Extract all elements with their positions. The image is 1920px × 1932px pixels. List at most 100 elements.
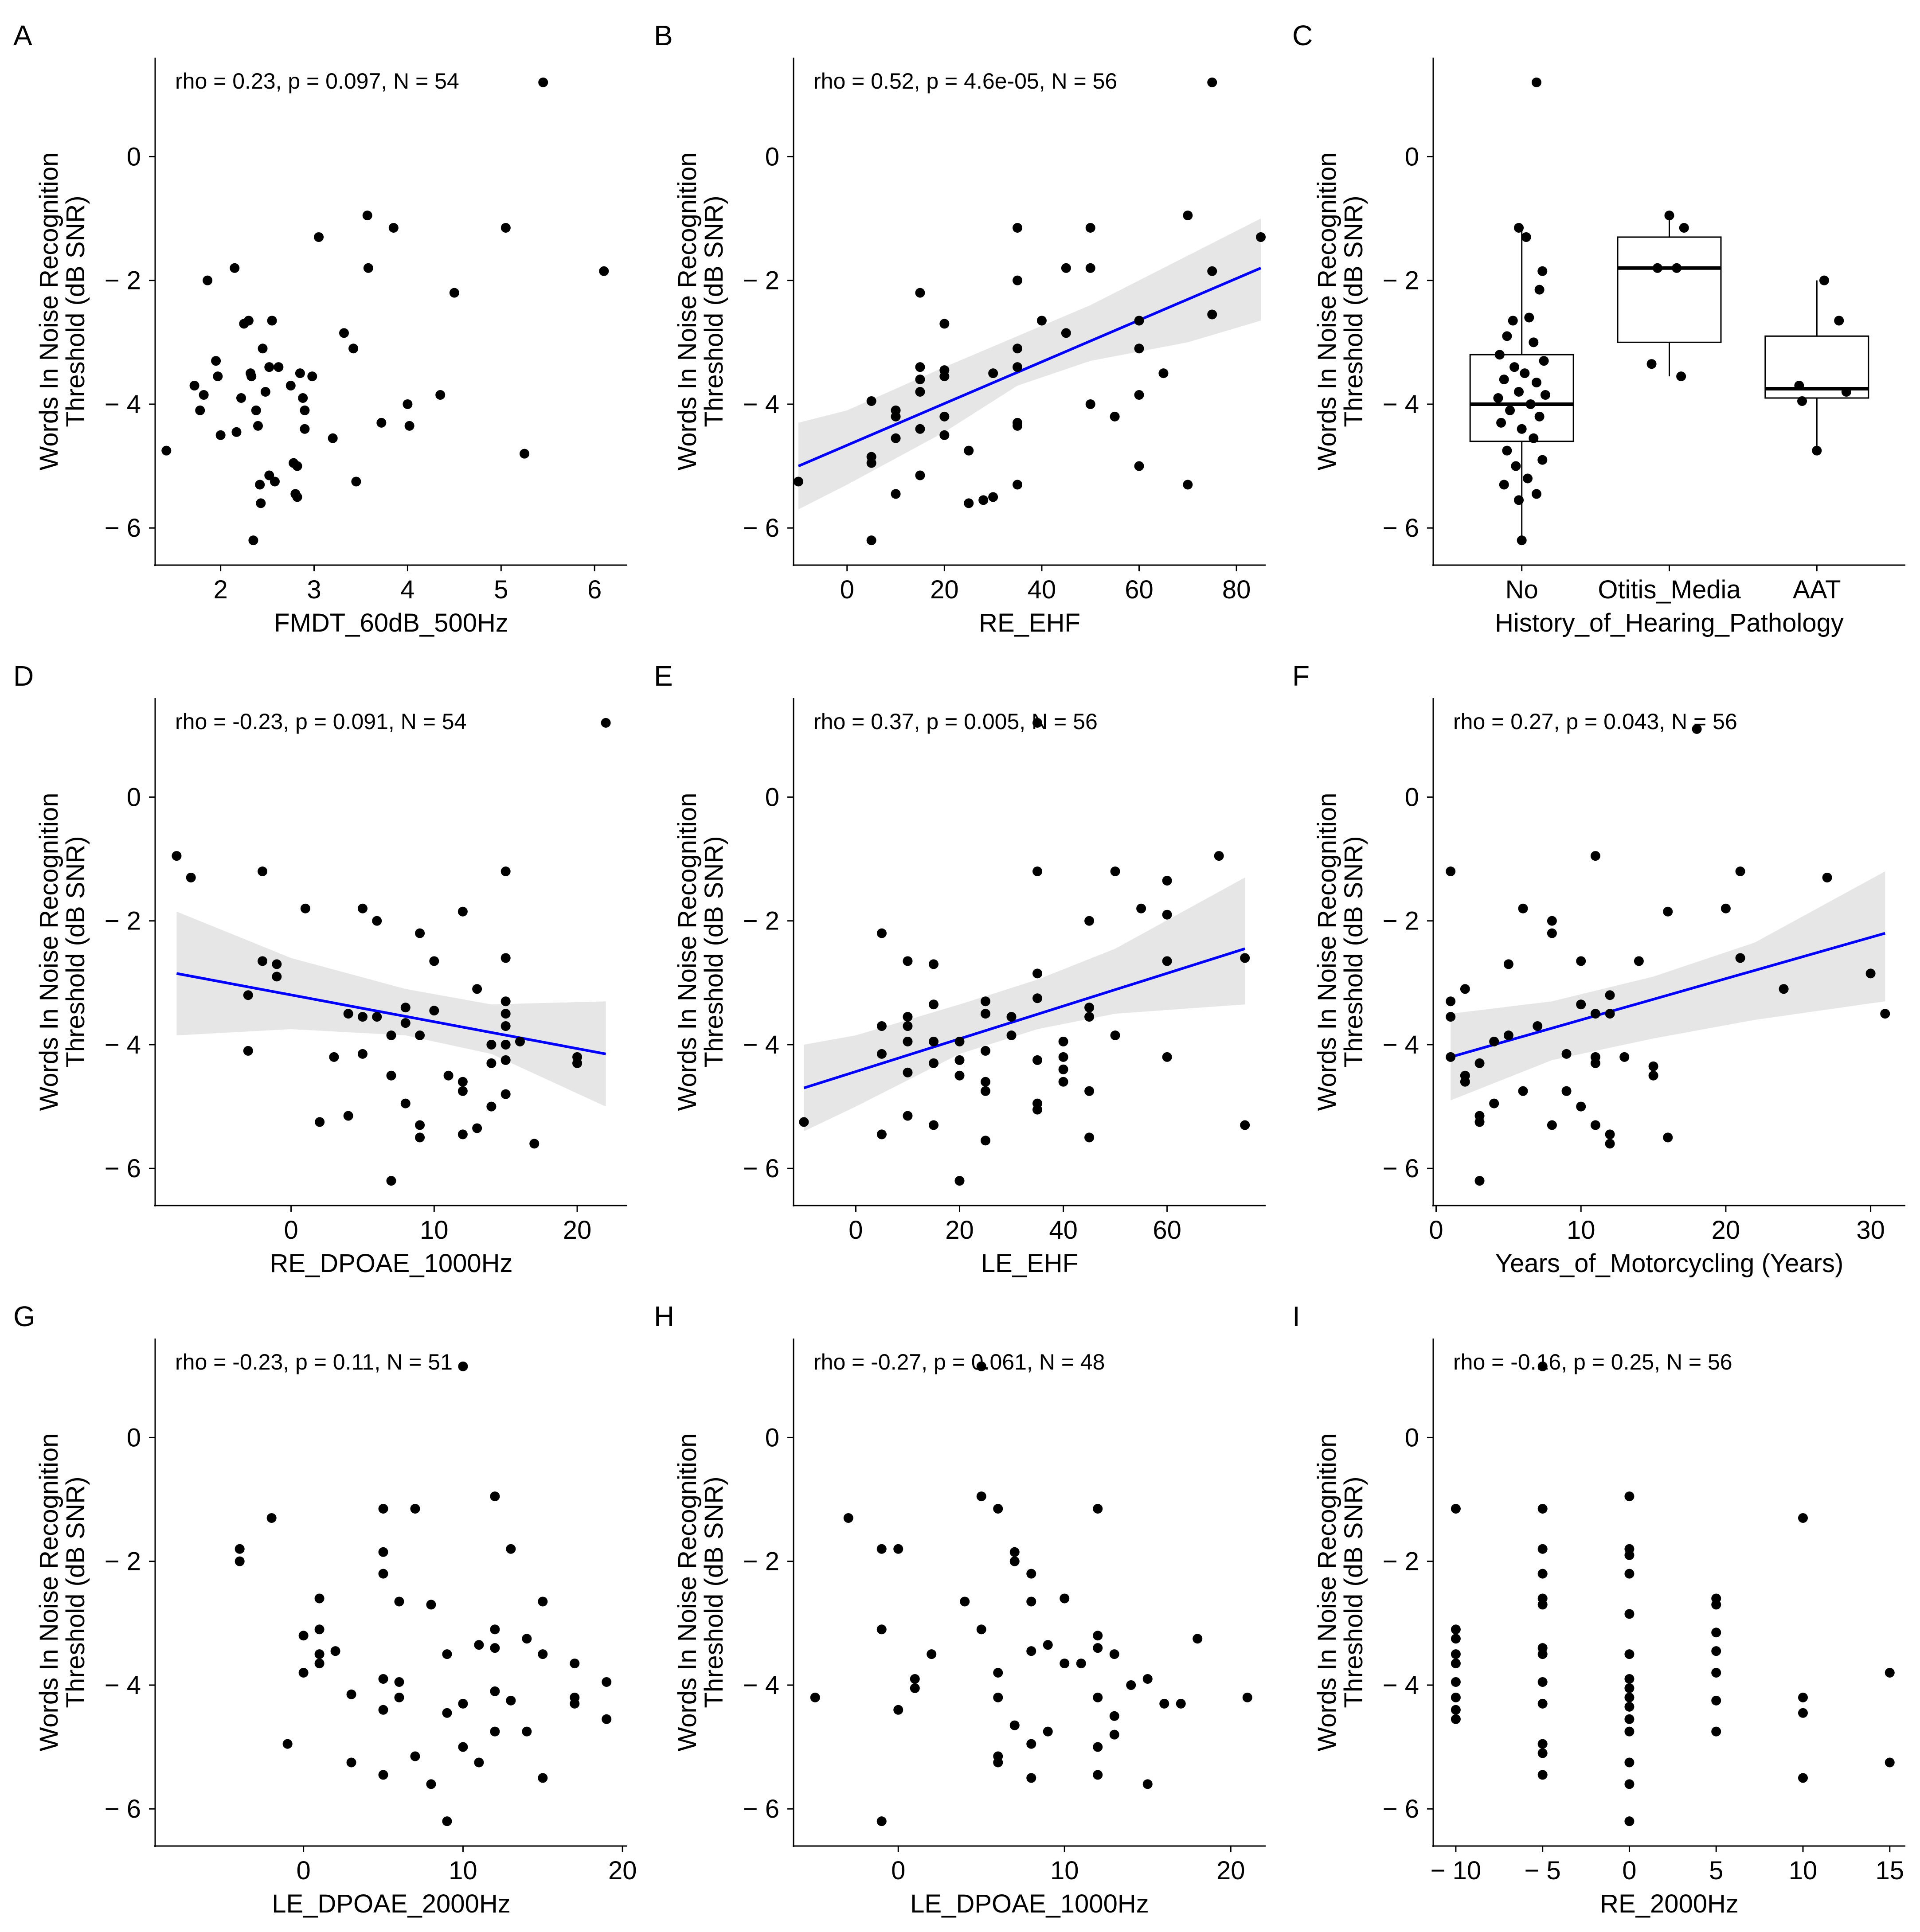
data-point bbox=[1534, 285, 1545, 295]
data-point bbox=[1158, 368, 1169, 379]
x-tick-label: 0 bbox=[891, 1856, 905, 1885]
data-point bbox=[915, 470, 925, 480]
data-point bbox=[1537, 1649, 1548, 1659]
data-point bbox=[1624, 1816, 1635, 1827]
x-tick-label: 20 bbox=[945, 1216, 974, 1245]
panel-f: F 0 − 2 − 4 − 6 0 10 20 30 Years_of_Motorcycling … bbox=[1292, 660, 1905, 1278]
data-point bbox=[415, 1120, 425, 1130]
data-point bbox=[1474, 1058, 1485, 1068]
data-point bbox=[1561, 1086, 1572, 1096]
data-point bbox=[490, 1624, 500, 1635]
data-point bbox=[474, 1640, 484, 1650]
data-point bbox=[1624, 1609, 1635, 1619]
data-point bbox=[993, 1503, 1003, 1514]
data-point bbox=[538, 1596, 548, 1607]
data-point bbox=[1006, 1030, 1017, 1041]
data-point bbox=[1624, 1649, 1635, 1659]
data-point bbox=[1531, 77, 1541, 87]
data-point bbox=[964, 445, 974, 456]
data-point bbox=[260, 387, 270, 397]
data-point bbox=[1624, 1726, 1635, 1737]
data-point bbox=[1043, 1726, 1053, 1737]
data-point bbox=[292, 492, 302, 502]
data-point bbox=[1451, 1692, 1461, 1702]
data-point bbox=[538, 1649, 548, 1659]
data-point bbox=[1540, 390, 1550, 400]
y-tick-label: − 6 bbox=[105, 514, 141, 543]
data-point bbox=[978, 495, 989, 505]
data-point bbox=[1885, 1668, 1895, 1678]
data-point bbox=[1496, 418, 1506, 428]
data-point bbox=[954, 1176, 965, 1186]
x-tick-label: 5 bbox=[1709, 1856, 1723, 1885]
panel-i: I 0 − 2 − 4 − 6 − 10 − 5 0 5 10 15 RE_2000Hz Words I… bbox=[1292, 1300, 1905, 1918]
panel-letter: B bbox=[654, 20, 673, 51]
data-point bbox=[362, 211, 372, 221]
box-no bbox=[1469, 230, 1574, 541]
data-point bbox=[501, 1021, 511, 1031]
data-point bbox=[1109, 1649, 1119, 1659]
data-point bbox=[1624, 1702, 1635, 1712]
data-point bbox=[1061, 328, 1071, 338]
data-point bbox=[314, 1649, 325, 1659]
y-tick-label: 0 bbox=[765, 142, 779, 171]
data-point bbox=[243, 990, 253, 1000]
y-tick-label: − 6 bbox=[743, 1795, 779, 1823]
regression-line bbox=[176, 972, 606, 1055]
data-point bbox=[903, 1111, 913, 1121]
y-tick-label: − 4 bbox=[743, 1671, 779, 1700]
data-point bbox=[866, 396, 876, 406]
data-point bbox=[435, 390, 446, 400]
data-point bbox=[172, 851, 182, 861]
data-point bbox=[1451, 1649, 1461, 1659]
data-point bbox=[1561, 1049, 1572, 1059]
data-point bbox=[976, 1361, 986, 1371]
data-point bbox=[315, 1117, 325, 1127]
data-point bbox=[602, 1714, 612, 1724]
data-point bbox=[378, 1770, 388, 1780]
data-point bbox=[243, 1046, 253, 1056]
data-point bbox=[400, 1018, 411, 1028]
x-tick-label: 30 bbox=[1856, 1216, 1885, 1245]
data-point bbox=[1058, 1077, 1068, 1087]
data-point bbox=[1537, 1748, 1548, 1758]
data-point bbox=[1798, 1708, 1808, 1718]
x-axis-title: FMDT_60dB_500Hz bbox=[274, 609, 508, 637]
data-point bbox=[394, 1677, 404, 1687]
data-point bbox=[215, 430, 226, 440]
data-point bbox=[1812, 445, 1822, 456]
data-point bbox=[1162, 909, 1172, 920]
data-point bbox=[1446, 996, 1456, 1007]
data-point bbox=[876, 1129, 887, 1140]
data-point bbox=[351, 476, 361, 487]
data-point bbox=[866, 458, 876, 468]
data-point bbox=[891, 411, 901, 422]
data-point bbox=[1711, 1695, 1721, 1706]
data-point bbox=[1043, 1640, 1053, 1650]
data-point bbox=[1605, 1009, 1615, 1019]
data-point bbox=[903, 1012, 913, 1022]
y-axis-title-line-1: Words In Noise Recognition bbox=[1313, 793, 1341, 1111]
y-axis-title-line-2: Threshold (dB SNR) bbox=[700, 195, 728, 427]
panel-a: A 0 − 2 − 4 − 6 2 3 4 5 6 FMDT_60dB_500Hz Words In … bbox=[13, 20, 627, 637]
data-point bbox=[161, 445, 172, 456]
data-point bbox=[307, 371, 317, 382]
y-axis-title-line-1: Words In Noise Recognition bbox=[35, 1433, 63, 1752]
panel-c: C 0 − 2 − 4 − 6 No Otitis_Media AAT History_of_H… bbox=[1292, 20, 1905, 637]
data-point bbox=[501, 866, 511, 876]
x-tick-label: 5 bbox=[494, 575, 508, 604]
x-tick-label: 10 bbox=[1050, 1856, 1079, 1885]
x-tick-label: Otitis_Media bbox=[1598, 575, 1741, 604]
data-point bbox=[1026, 1596, 1036, 1607]
data-point bbox=[1537, 1600, 1548, 1610]
data-point bbox=[793, 476, 803, 487]
data-point bbox=[843, 1513, 853, 1523]
data-point bbox=[357, 1049, 368, 1059]
y-tick-label: 0 bbox=[1405, 783, 1419, 812]
data-point bbox=[490, 1726, 500, 1737]
data-point bbox=[1159, 1698, 1169, 1709]
data-point bbox=[1142, 1674, 1153, 1684]
data-point bbox=[357, 903, 368, 913]
data-point bbox=[1646, 359, 1657, 369]
data-point bbox=[394, 1596, 404, 1607]
